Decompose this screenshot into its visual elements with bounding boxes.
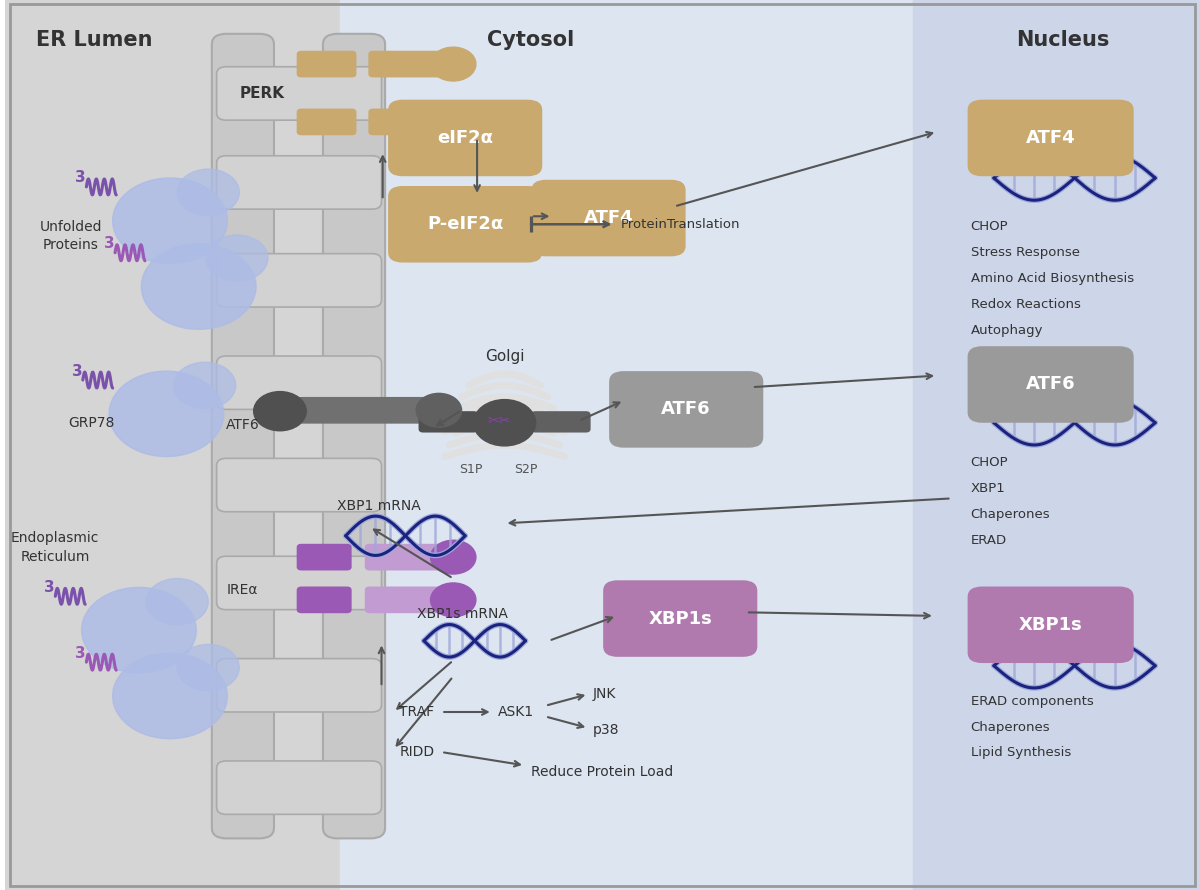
FancyBboxPatch shape [217,458,382,512]
FancyBboxPatch shape [365,544,444,570]
Text: Amino Acid Biosynthesis: Amino Acid Biosynthesis [971,272,1134,285]
Text: IREα: IREα [226,583,258,597]
Circle shape [416,393,462,427]
Text: Lipid Synthesis: Lipid Synthesis [971,747,1070,759]
Circle shape [431,105,476,139]
Text: Unfolded
Proteins: Unfolded Proteins [40,220,102,252]
FancyBboxPatch shape [419,411,479,433]
Text: GRP78: GRP78 [68,416,114,430]
FancyBboxPatch shape [217,356,382,409]
FancyBboxPatch shape [388,186,542,263]
FancyBboxPatch shape [217,659,382,712]
Text: ATF4: ATF4 [1026,129,1075,147]
Text: ERAD components: ERAD components [971,695,1093,708]
Text: TRAF: TRAF [400,705,434,719]
Text: Stress Response: Stress Response [971,247,1080,259]
Circle shape [431,47,476,81]
FancyBboxPatch shape [217,556,382,610]
FancyBboxPatch shape [388,100,542,176]
FancyBboxPatch shape [217,67,382,120]
Text: Chaperones: Chaperones [971,721,1050,733]
FancyBboxPatch shape [967,346,1134,423]
Circle shape [109,371,223,457]
Bar [5,0,340,890]
FancyBboxPatch shape [212,34,274,838]
Circle shape [113,178,227,263]
Circle shape [174,362,235,409]
Text: PERK: PERK [240,86,284,101]
Text: RIDD: RIDD [400,745,434,759]
Text: p38: p38 [593,723,619,737]
Text: ✂✂: ✂✂ [487,414,510,428]
Circle shape [178,644,239,691]
Text: 3: 3 [44,580,55,595]
Text: XBP1s: XBP1s [648,610,712,627]
Text: ASK1: ASK1 [498,705,534,719]
Text: Redox Reactions: Redox Reactions [971,298,1080,311]
Text: XBP1: XBP1 [971,482,1006,495]
Circle shape [474,400,535,446]
Text: JNK: JNK [593,687,617,701]
Text: ATF6: ATF6 [1026,376,1075,393]
FancyBboxPatch shape [530,411,590,433]
Text: Endoplasmic
Reticulum: Endoplasmic Reticulum [11,531,100,563]
FancyBboxPatch shape [217,156,382,209]
Text: ER Lumen: ER Lumen [36,30,152,50]
FancyBboxPatch shape [296,51,356,77]
Text: 3: 3 [76,646,85,660]
Text: S1P: S1P [460,463,482,475]
Text: ATF6: ATF6 [226,417,260,432]
Text: eIF2α: eIF2α [437,129,493,147]
Text: Autophagy: Autophagy [971,324,1043,336]
Text: 3: 3 [76,171,85,185]
Text: Nucleus: Nucleus [1016,30,1109,50]
Text: P-eIF2α: P-eIF2α [427,215,503,233]
Circle shape [113,653,227,739]
FancyBboxPatch shape [532,180,685,256]
Text: ATF4: ATF4 [583,209,634,227]
Text: CHOP: CHOP [971,221,1008,233]
Text: 3: 3 [72,364,82,378]
FancyBboxPatch shape [368,51,444,77]
FancyBboxPatch shape [368,109,444,135]
Text: ERAD: ERAD [971,534,1007,546]
Circle shape [142,244,256,329]
Text: XBP1s mRNA: XBP1s mRNA [418,607,509,621]
FancyBboxPatch shape [967,587,1134,663]
Text: ATF6: ATF6 [661,400,712,418]
Text: Cytosol: Cytosol [487,30,575,50]
FancyBboxPatch shape [967,100,1134,176]
Circle shape [253,392,306,431]
Text: XBP1s: XBP1s [1019,616,1082,634]
FancyBboxPatch shape [296,109,356,135]
Text: CHOP: CHOP [971,457,1008,469]
Text: Chaperones: Chaperones [971,508,1050,521]
Text: XBP1 mRNA: XBP1 mRNA [337,498,421,513]
FancyBboxPatch shape [610,371,763,448]
Text: Golgi: Golgi [485,349,524,363]
Circle shape [178,169,239,215]
FancyBboxPatch shape [323,34,385,838]
Bar [913,0,1200,890]
FancyBboxPatch shape [604,580,757,657]
Text: Reduce Protein Load: Reduce Protein Load [530,765,673,779]
Circle shape [146,578,209,625]
FancyBboxPatch shape [296,587,352,613]
FancyBboxPatch shape [217,254,382,307]
Circle shape [431,583,476,617]
Circle shape [206,235,268,281]
Circle shape [431,540,476,574]
FancyBboxPatch shape [365,587,444,613]
Bar [340,0,997,890]
Text: ProteinTranslation: ProteinTranslation [620,218,740,231]
FancyBboxPatch shape [217,761,382,814]
Text: 3: 3 [103,237,114,251]
Circle shape [82,587,197,673]
FancyBboxPatch shape [296,397,432,424]
Text: S2P: S2P [515,463,538,475]
FancyBboxPatch shape [296,544,352,570]
